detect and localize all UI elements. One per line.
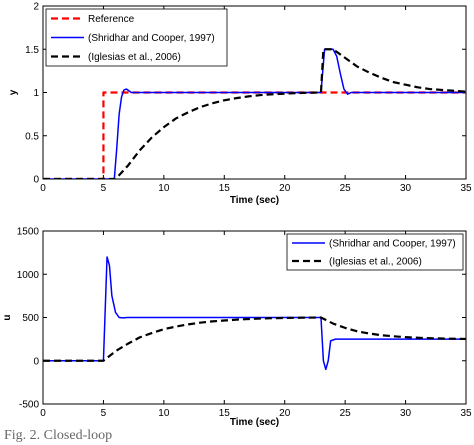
y-tick-label: 1.5 (25, 45, 39, 56)
x-tick-label: 5 (101, 408, 107, 419)
y-tick-label: 0 (33, 356, 39, 367)
x-tick-label: 5 (101, 183, 107, 194)
series-line-1 (43, 256, 466, 371)
x-tick-label: 15 (219, 408, 231, 419)
y-axis-label: y (8, 89, 19, 95)
x-tick-label: 0 (40, 408, 46, 419)
legend-entry-label: Reference (88, 14, 135, 25)
y-tick-label: 0 (33, 175, 39, 186)
x-axis-label: Time (sec) (230, 417, 279, 428)
legend-entry-label: (Iglesias et al., 2006) (88, 52, 181, 63)
x-tick-label: 10 (158, 183, 170, 194)
x-tick-label: 15 (219, 183, 231, 194)
y-tick-label: 0.5 (25, 131, 39, 142)
series-line-2 (43, 48, 466, 179)
legend-entry-label: (Shridhar and Cooper, 1997) (329, 239, 456, 250)
x-tick-label: 30 (400, 183, 412, 194)
x-tick-label: 35 (460, 408, 472, 419)
x-tick-label: 30 (400, 408, 412, 419)
series-line-3 (43, 48, 466, 179)
x-axis-label: Time (sec) (230, 195, 279, 206)
x-tick-label: 20 (279, 408, 291, 419)
x-tick-label: 10 (158, 408, 170, 419)
y-tick-label: -500 (19, 400, 39, 411)
y-tick-label: 1000 (17, 270, 40, 281)
legend-entry-label: (Shridhar and Cooper, 1997) (88, 33, 215, 44)
x-tick-label: 35 (460, 183, 472, 194)
y-tick-label: 500 (22, 313, 39, 324)
y-tick-label: 1 (33, 88, 39, 99)
top-plot: 0 5 10 15 20 25 30 35 0 0.5 1 1.5 2 Time (sec) y Refere… (8, 2, 472, 207)
x-tick-label: 25 (340, 408, 352, 419)
legend-entry-label: (Iglesias et al., 2006) (329, 257, 422, 268)
y-axis-label: u (2, 314, 13, 320)
y-tick-label: 1500 (17, 227, 40, 238)
x-tick-label: 0 (40, 183, 46, 194)
figure-caption: Fig. 2. Closed-loop (4, 428, 113, 443)
legend-box (286, 233, 464, 271)
y-tick-label: 2 (33, 2, 39, 13)
series-line-2 (43, 316, 466, 362)
x-tick-label: 20 (279, 183, 291, 194)
x-tick-label: 25 (340, 183, 352, 194)
